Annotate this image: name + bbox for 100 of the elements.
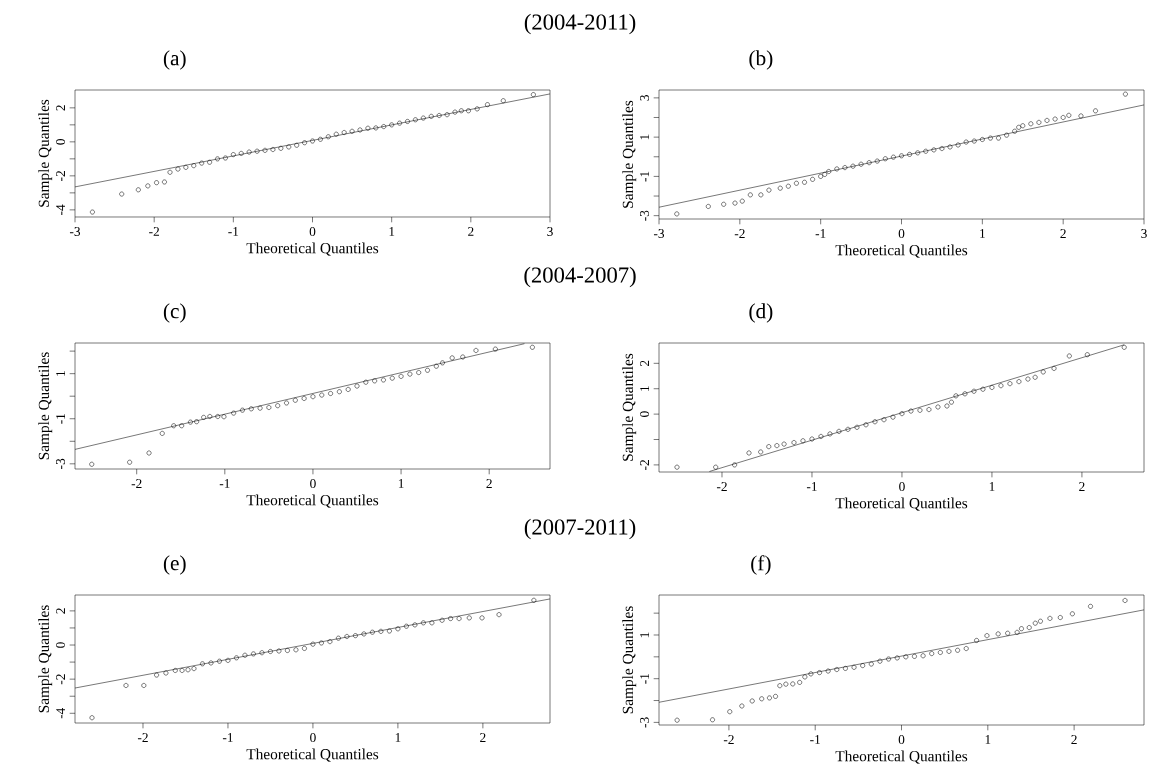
point xyxy=(794,180,799,186)
point xyxy=(1122,598,1128,603)
point xyxy=(270,147,276,152)
point xyxy=(89,461,95,467)
x-tick-label: 1 xyxy=(389,227,395,236)
point xyxy=(974,638,979,643)
point xyxy=(705,204,711,209)
point xyxy=(208,660,214,666)
y-axis-title: Sample Quantiles xyxy=(622,606,637,714)
point xyxy=(817,670,822,675)
x-tick-label: 3 xyxy=(547,227,553,236)
point xyxy=(268,649,273,654)
x-axis-title: Theoretical Quantiles xyxy=(835,750,968,764)
point xyxy=(1016,124,1022,130)
point xyxy=(1066,353,1072,359)
chart-title: (a) xyxy=(163,50,186,70)
x-tick-label: -2 xyxy=(723,735,734,744)
point xyxy=(185,667,191,673)
point xyxy=(363,379,369,385)
point xyxy=(866,160,872,166)
point xyxy=(727,709,733,715)
point xyxy=(449,355,455,361)
point xyxy=(378,628,384,634)
point xyxy=(989,385,995,390)
point xyxy=(433,363,439,369)
point xyxy=(946,648,952,654)
point xyxy=(777,185,783,191)
x-tick-label: -1 xyxy=(219,479,230,488)
chart-title: (e) xyxy=(163,555,186,575)
x-tick-label: -1 xyxy=(810,735,820,744)
point xyxy=(395,626,401,632)
point xyxy=(163,670,169,676)
point xyxy=(448,616,453,621)
point xyxy=(739,703,745,709)
y-tick-label: -1 xyxy=(640,171,649,182)
point xyxy=(397,120,402,126)
point xyxy=(1088,603,1093,609)
point xyxy=(850,163,856,169)
point xyxy=(860,663,866,668)
point xyxy=(159,430,165,436)
point xyxy=(460,354,466,360)
point xyxy=(294,142,300,148)
point xyxy=(836,428,842,434)
x-tick-label: 0 xyxy=(898,229,905,239)
point xyxy=(119,191,125,197)
chart-title: (c) xyxy=(163,303,186,323)
point xyxy=(980,386,986,392)
point xyxy=(1007,381,1013,387)
x-tick-label: -1 xyxy=(222,733,233,742)
point xyxy=(474,106,480,112)
x-tick-label: -1 xyxy=(806,482,817,491)
point xyxy=(882,156,888,162)
point xyxy=(215,414,221,419)
point xyxy=(89,715,95,721)
point xyxy=(365,125,371,131)
point xyxy=(1051,366,1057,371)
text: (2004-2007) xyxy=(524,266,636,288)
point xyxy=(319,640,324,646)
point xyxy=(845,426,851,432)
point xyxy=(984,633,990,639)
point xyxy=(199,160,205,166)
point xyxy=(123,683,129,688)
point xyxy=(162,179,167,185)
x-tick-label: 1 xyxy=(985,735,991,744)
x-tick-label: 1 xyxy=(395,733,401,742)
point xyxy=(926,407,932,412)
point xyxy=(154,180,159,186)
point xyxy=(201,414,207,420)
point xyxy=(825,668,831,674)
point xyxy=(827,431,833,437)
point xyxy=(223,155,228,161)
point xyxy=(674,464,680,470)
point xyxy=(413,117,418,123)
point xyxy=(1093,108,1098,114)
point xyxy=(1084,352,1090,358)
point xyxy=(172,668,178,673)
point xyxy=(496,612,502,618)
point xyxy=(781,441,787,447)
point xyxy=(949,399,954,405)
point xyxy=(407,371,413,377)
point xyxy=(336,635,341,641)
y-tick-label: 1 xyxy=(640,386,649,391)
point xyxy=(1052,116,1058,122)
point xyxy=(912,654,917,659)
point xyxy=(275,403,281,409)
x-tick-label: -2 xyxy=(137,733,148,742)
point xyxy=(947,144,953,150)
point xyxy=(747,192,753,198)
point xyxy=(327,639,333,645)
y-tick-label: -3 xyxy=(56,458,65,469)
point xyxy=(773,693,778,699)
chart-title: (d) xyxy=(749,303,773,323)
point xyxy=(302,646,307,651)
point xyxy=(325,134,331,140)
point xyxy=(721,201,727,207)
point xyxy=(452,109,458,115)
point xyxy=(318,136,323,142)
y-tick-label: -1 xyxy=(640,673,649,684)
point xyxy=(758,449,764,455)
x-tick-label: 2 xyxy=(480,733,486,742)
